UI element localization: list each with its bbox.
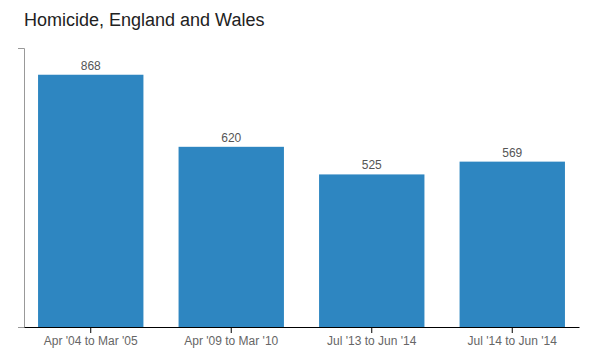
x-tick-label: Apr '04 to Mar '05 [44,334,138,348]
chart: Apr '04 to Mar '05 Apr '09 to Mar '10 Jul … [0,0,597,361]
data-label: 620 [221,131,241,145]
x-tick-label: Jul '14 to Jun '14 [468,334,558,348]
x-tick: Jul '14 to Jun '14 [468,327,558,348]
x-tick-mark [90,327,91,333]
bar [319,174,424,327]
x-tick-mark [512,327,513,333]
data-label: 868 [81,59,101,73]
y-axis [18,49,25,328]
data-label: 525 [362,158,382,172]
x-tick: Apr '04 to Mar '05 [44,327,138,348]
x-tick-mark [371,327,372,333]
x-axis: Apr '04 to Mar '05 Apr '09 to Mar '10 Jul … [25,327,580,348]
x-tick-label: Apr '09 to Mar '10 [184,334,278,348]
plot: Apr '04 to Mar '05 Apr '09 to Mar '10 Jul … [18,49,580,348]
bar [460,162,565,327]
x-tick: Apr '09 to Mar '10 [184,327,278,348]
x-tick: Jul '13 to Jun '14 [327,327,417,348]
data-label: 569 [502,146,522,160]
x-tick-label: Jul '13 to Jun '14 [327,334,417,348]
x-tick-mark [231,327,232,333]
bars [38,75,565,327]
data-labels: 868 620 525 569 [81,59,523,173]
bar [179,147,284,327]
y-axis-line [18,49,25,328]
title: Homicide, England and Wales [24,10,264,30]
bar [38,75,143,327]
x-axis-line [25,327,580,328]
